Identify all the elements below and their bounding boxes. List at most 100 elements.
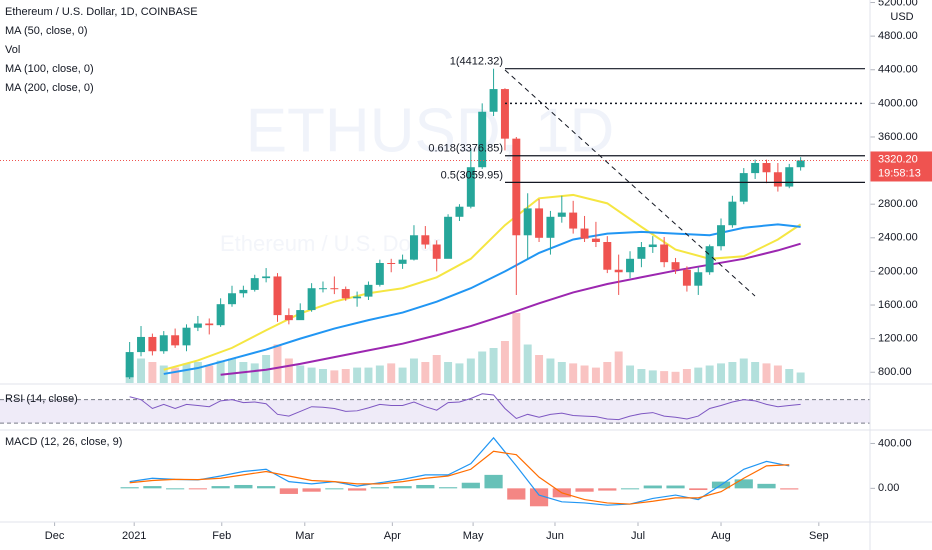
- volume-bar: [751, 362, 760, 383]
- volume-bar: [717, 363, 725, 383]
- volume-bar: [387, 363, 396, 383]
- macd-histogram: [734, 479, 753, 489]
- x-tick-label: Jun: [546, 530, 564, 542]
- candle-body: [159, 335, 168, 352]
- candle-body: [375, 263, 384, 285]
- volume-bar: [603, 362, 612, 383]
- macd-histogram: [188, 488, 207, 490]
- volume-bar: [614, 351, 623, 383]
- volume-bar: [478, 351, 487, 383]
- volume-bar: [319, 369, 327, 383]
- volume-bar: [591, 367, 600, 383]
- y-tick-label: 3600.00: [878, 131, 918, 143]
- volume-bar: [489, 348, 498, 383]
- y-tick-label: 2000.00: [878, 265, 918, 277]
- fib-label: 1(4412.32): [450, 56, 503, 68]
- x-tick-label: Dec: [45, 530, 65, 542]
- candle-body: [739, 173, 748, 202]
- macd-histogram: [348, 488, 367, 491]
- macd-histogram: [325, 488, 344, 490]
- rsi-pane: [0, 393, 870, 424]
- candle-body: [648, 244, 657, 248]
- macd-histogram: [757, 483, 776, 489]
- y-tick-label: 2400.00: [878, 232, 918, 244]
- legend-ma50: MA (50, close, 0): [5, 25, 88, 37]
- legend-macd: MACD (12, 26, close, 9): [5, 436, 122, 448]
- volume-bar: [500, 341, 509, 383]
- candle-body: [785, 167, 794, 187]
- candle-body: [239, 289, 248, 294]
- legend-rsi: RSI (14, close): [5, 393, 78, 405]
- macd-histogram: [598, 488, 617, 491]
- x-tick-label: May: [463, 530, 484, 542]
- candle-body: [751, 163, 760, 174]
- candle-body: [762, 163, 771, 173]
- candle-body: [273, 276, 282, 316]
- moving-average: [163, 223, 801, 375]
- volume-bar: [182, 363, 191, 383]
- candle-body: [193, 323, 202, 328]
- volume-bar: [796, 372, 805, 383]
- candle-body: [182, 327, 191, 346]
- volume-bar: [523, 344, 532, 383]
- candle-body: [296, 310, 305, 321]
- macd-histogram: [257, 486, 276, 489]
- candle-body: [444, 216, 453, 259]
- x-tick-label: Jul: [631, 530, 645, 542]
- candle-body: [330, 288, 339, 290]
- candle-body: [694, 272, 703, 286]
- candle-body: [603, 242, 612, 270]
- y-tick-label: 1200.00: [878, 333, 918, 345]
- y-tick-label: 0.00: [878, 482, 899, 494]
- candle-body: [569, 212, 578, 229]
- candle-body: [307, 288, 316, 311]
- x-tick-label: Mar: [295, 530, 314, 542]
- x-tick-label: Apr: [384, 530, 401, 542]
- volume-bar: [637, 369, 646, 383]
- candle-body: [228, 293, 236, 305]
- macd-pane: [120, 436, 799, 507]
- volume-bar: [705, 365, 714, 383]
- countdown: 19:58:13: [878, 167, 921, 179]
- candle-body: [626, 258, 635, 273]
- y-tick-label: 800.00: [878, 366, 912, 378]
- volume-bar: [546, 358, 555, 383]
- candle-body: [125, 352, 134, 378]
- candle-body: [478, 111, 487, 168]
- volume-bar: [739, 358, 748, 383]
- volume-bar: [330, 370, 339, 383]
- candle-body: [409, 235, 418, 260]
- moving-average: [220, 242, 801, 376]
- volume-bar: [580, 365, 589, 383]
- candle-body: [341, 289, 350, 299]
- candle-body: [580, 228, 589, 239]
- moving-average: [163, 193, 802, 371]
- volume-bar: [671, 371, 680, 383]
- fib-label: 0.618(3376.85): [428, 143, 503, 155]
- volume-bar: [250, 363, 259, 383]
- volume-bar: [455, 363, 464, 383]
- volume-bar: [171, 367, 180, 383]
- candle-body: [319, 288, 327, 290]
- candle-body: [284, 315, 293, 321]
- candle-body: [262, 276, 271, 279]
- y-tick-label: 5200.00: [878, 0, 918, 8]
- candle-body: [591, 238, 600, 243]
- candle-body: [796, 160, 805, 168]
- macd-histogram: [529, 488, 549, 507]
- candle-body: [421, 235, 430, 245]
- volume-bar: [421, 362, 430, 383]
- macd-histogram: [461, 482, 480, 489]
- volume-bar: [660, 371, 669, 383]
- volume-bar: [216, 360, 225, 383]
- volume-bar: [375, 365, 384, 383]
- volume-bar: [228, 358, 236, 383]
- macd-line: [129, 436, 790, 506]
- y-tick-label: 4400.00: [878, 64, 918, 76]
- volume-bar: [557, 362, 566, 383]
- volume-bar: [432, 355, 441, 383]
- y-tick-label: 400.00: [878, 437, 912, 449]
- macd-histogram: [780, 488, 799, 490]
